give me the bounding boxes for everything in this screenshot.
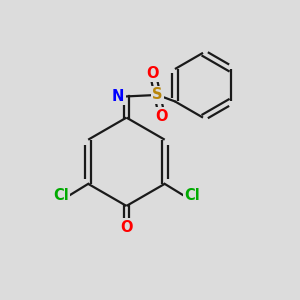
Text: Cl: Cl [53, 188, 69, 202]
Text: S: S [152, 87, 163, 102]
Text: Cl: Cl [184, 188, 200, 202]
Text: O: O [155, 109, 168, 124]
Text: O: O [147, 66, 159, 81]
Text: O: O [120, 220, 133, 235]
Text: N: N [112, 89, 124, 104]
